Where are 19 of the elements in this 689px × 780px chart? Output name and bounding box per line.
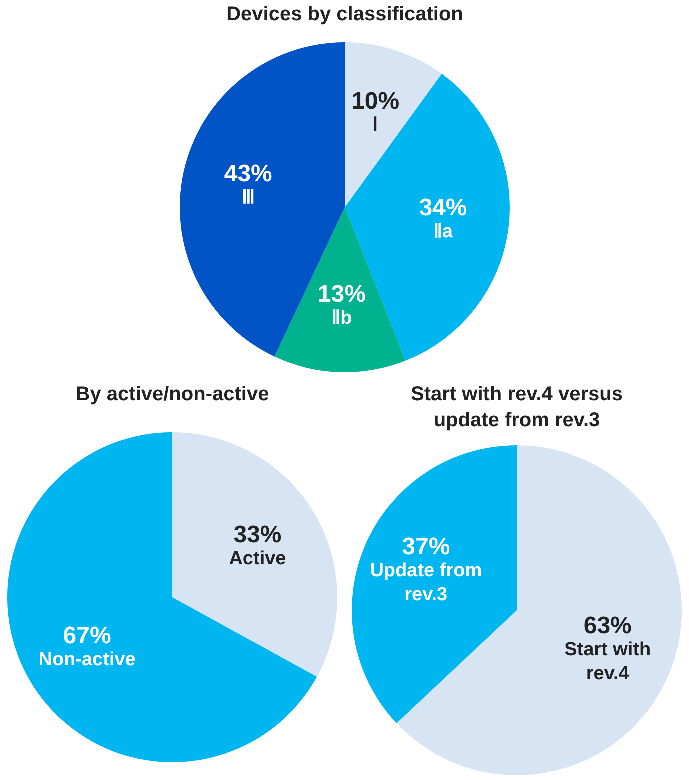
- slice-label: Update from rev.3: [370, 560, 482, 606]
- slice-label: Ⅲ: [242, 187, 255, 208]
- slice-label: Ⅰ: [372, 114, 379, 136]
- data-label: 34%: [419, 194, 468, 222]
- data-label: 67%: [63, 622, 112, 650]
- slice-label: Non-active: [38, 649, 136, 670]
- data-label: 37%: [402, 534, 450, 561]
- chart-title: Start with rev.4 versus update from rev.3: [411, 384, 623, 432]
- slice-label: Ⅱa: [433, 221, 454, 242]
- data-label: 63%: [584, 612, 632, 640]
- slice-label: Active: [229, 548, 286, 570]
- data-label: 10%: [352, 88, 400, 115]
- data-label: 13%: [318, 280, 366, 308]
- slice-label: Start with rev.4: [564, 639, 652, 684]
- chart-title: By active/non-active: [76, 384, 270, 406]
- data-label: 33%: [234, 522, 282, 549]
- data-label: 43%: [224, 160, 272, 188]
- slice-label: Ⅱb: [332, 308, 352, 329]
- chart-title: Devices by classification: [226, 4, 464, 26]
